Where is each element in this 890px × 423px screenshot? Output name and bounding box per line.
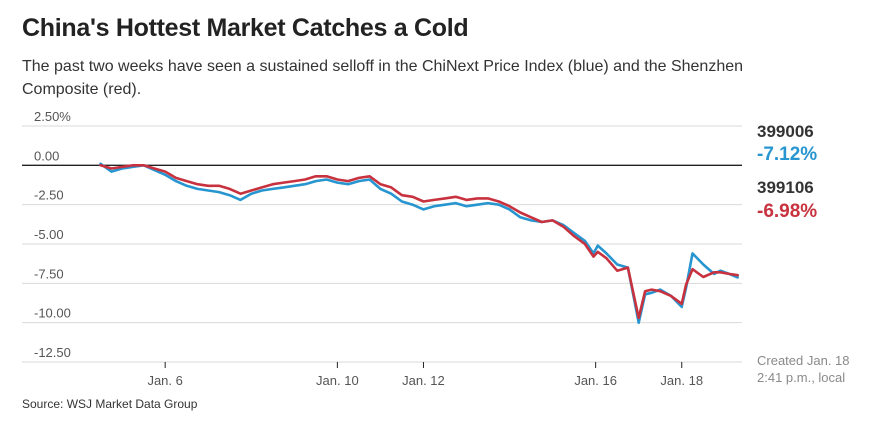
series-annotations: 399006 -7.12% 399106 -6.98%: [757, 122, 817, 222]
created-date: Created Jan. 18: [757, 353, 850, 368]
chart-subtitle: The past two weeks have seen a sustained…: [22, 58, 744, 98]
created-timestamp: Created Jan. 18 2:41 p.m., local: [757, 352, 850, 386]
series-1-change: -7.12%: [757, 144, 817, 165]
source-note: Source: WSJ Market Data Group: [22, 397, 198, 411]
created-time: 2:41 p.m., local: [757, 370, 846, 385]
series-1-code: 399006: [757, 122, 814, 141]
y-tick-label: -7.50: [34, 266, 64, 281]
gridlines: [22, 125, 742, 363]
x-tick-label: Jan. 18: [660, 373, 703, 388]
x-axis-ticks: Jan. 6 Jan. 10 Jan. 12 Jan. 16 Jan. 18: [147, 362, 703, 388]
y-tick-label: -10.00: [34, 306, 71, 321]
y-tick-label: 2.50%: [34, 109, 71, 124]
x-tick-label: Jan. 6: [147, 373, 182, 388]
y-tick-label: -5.00: [34, 227, 64, 242]
x-tick-label: Jan. 10: [316, 373, 359, 388]
y-tick-label: 0.00: [34, 148, 59, 163]
series-2-code: 399106: [757, 178, 814, 197]
series-line-399006: [99, 162, 740, 325]
y-axis-ticks: 2.50% 0.00 -2.50 -5.00 -7.50 -10.00 -12.50: [34, 109, 71, 360]
series-2-change: -6.98%: [757, 201, 817, 222]
x-tick-label: Jan. 12: [402, 373, 445, 388]
chart-title: China's Hottest Market Catches a Cold: [22, 14, 469, 42]
series-lines: [99, 162, 740, 325]
y-tick-label: -12.50: [34, 345, 71, 360]
x-tick-label: Jan. 16: [574, 373, 617, 388]
y-tick-label: -2.50: [34, 188, 64, 203]
series-line-399106: [99, 164, 740, 320]
